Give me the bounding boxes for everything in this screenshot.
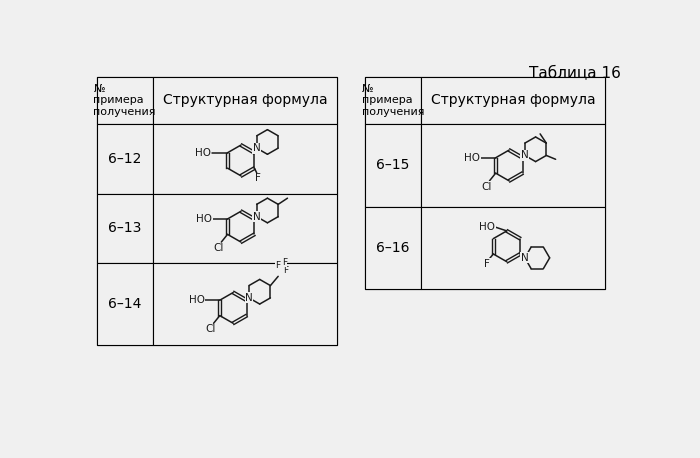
- Bar: [365, 76, 606, 289]
- Bar: [97, 76, 337, 345]
- Text: HO: HO: [188, 295, 204, 305]
- Bar: [97, 76, 153, 124]
- Text: N: N: [521, 253, 528, 263]
- Bar: [421, 124, 606, 207]
- Bar: [365, 76, 421, 124]
- Text: 6–15: 6–15: [376, 158, 410, 173]
- Text: N: N: [521, 150, 528, 160]
- Bar: [421, 207, 606, 289]
- Text: Таблица 16: Таблица 16: [528, 66, 621, 82]
- Bar: [97, 263, 153, 345]
- Text: Cl: Cl: [481, 182, 491, 192]
- Text: F: F: [276, 261, 281, 270]
- Bar: [153, 194, 337, 263]
- Text: Cl: Cl: [205, 324, 216, 334]
- Bar: [153, 263, 337, 345]
- Bar: [421, 76, 606, 124]
- Text: HO: HO: [196, 214, 212, 224]
- Text: F: F: [284, 266, 288, 275]
- Text: 6–14: 6–14: [108, 297, 141, 311]
- Text: HO: HO: [480, 222, 496, 232]
- Text: F: F: [484, 259, 490, 269]
- Text: 6–13: 6–13: [108, 221, 141, 235]
- Text: HO: HO: [195, 148, 211, 158]
- Text: N: N: [253, 143, 260, 153]
- Text: F: F: [255, 173, 260, 183]
- Text: Структурная формула: Структурная формула: [162, 93, 327, 107]
- Bar: [97, 124, 153, 194]
- Bar: [365, 124, 421, 207]
- Text: №
примера
получения: № примера получения: [94, 84, 156, 117]
- Text: Cl: Cl: [213, 243, 223, 253]
- Bar: [97, 194, 153, 263]
- Text: F: F: [282, 258, 287, 267]
- Bar: [153, 76, 337, 124]
- Text: 6–16: 6–16: [376, 241, 410, 255]
- Text: N: N: [253, 212, 260, 222]
- Text: HO: HO: [464, 153, 480, 163]
- Text: Структурная формула: Структурная формула: [430, 93, 595, 107]
- Text: 6–12: 6–12: [108, 152, 141, 166]
- Text: №
примера
получения: № примера получения: [362, 84, 424, 117]
- Bar: [153, 124, 337, 194]
- Text: N: N: [245, 293, 253, 303]
- Bar: [365, 207, 421, 289]
